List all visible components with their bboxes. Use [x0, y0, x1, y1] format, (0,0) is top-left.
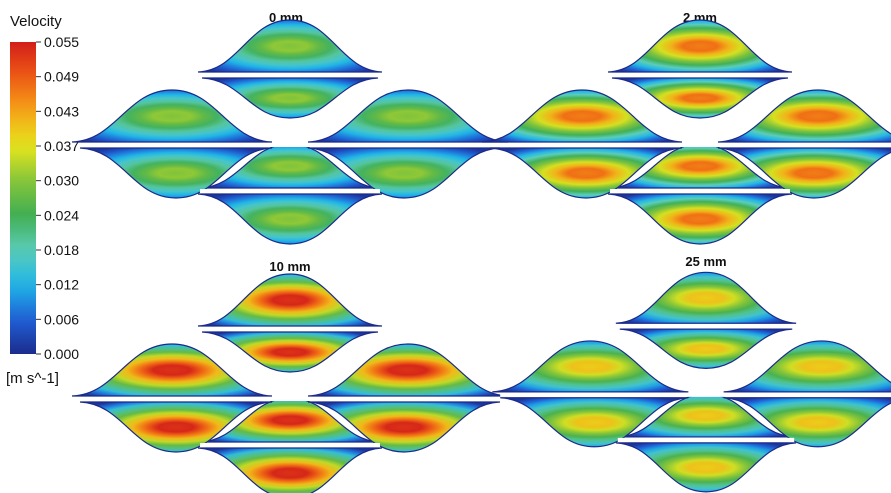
contour-lobe	[307, 343, 509, 397]
contour-lobe	[619, 328, 793, 369]
contour-lobes-0mm	[71, 19, 509, 245]
panel-2mm: 2 mm	[481, 10, 891, 245]
contour-lobe	[79, 147, 273, 199]
contour-lobe	[307, 147, 501, 199]
contour-lobe	[197, 273, 383, 327]
contour-lobe	[611, 77, 789, 119]
legend-title: Velocity	[10, 13, 62, 30]
contour-lobe	[492, 340, 689, 393]
contour-lobe	[481, 89, 683, 143]
contour-lobe	[201, 77, 379, 119]
contour-lobe	[489, 147, 683, 199]
legend-tick-label: 0.012	[44, 277, 79, 293]
legend-tick-label: 0.018	[44, 242, 79, 258]
panel-25mm: 25 mm	[492, 254, 891, 493]
contour-lobe	[201, 331, 379, 373]
contour-lobe	[615, 442, 797, 493]
legend-tick-label: 0.055	[44, 34, 79, 50]
contour-lobe	[197, 447, 383, 493]
contour-lobe	[197, 19, 383, 73]
contour-lobe	[717, 89, 891, 143]
contour-lobes-25mm	[492, 271, 891, 493]
legend-tick-label: 0.030	[44, 173, 79, 189]
contour-lobe	[723, 340, 891, 393]
legend-tick-label: 0.024	[44, 207, 79, 223]
contour-lobes-2mm	[481, 19, 891, 245]
contour-lobe	[307, 401, 501, 453]
contour-lobe	[717, 147, 891, 199]
contour-lobe	[197, 193, 383, 245]
contour-lobe	[615, 271, 797, 324]
contour-lobe	[607, 19, 793, 73]
panel-label-10mm: 10 mm	[269, 259, 310, 274]
contour-lobe	[307, 89, 509, 143]
contour-lobe	[500, 397, 689, 448]
legend-tick-label: 0.049	[44, 69, 79, 85]
legend-tick-label: 0.037	[44, 138, 79, 154]
panel-label-25mm: 25 mm	[685, 254, 726, 269]
contour-lobe	[71, 89, 273, 143]
legend-tick-label: 0.006	[44, 311, 79, 327]
contour-lobes-10mm	[71, 273, 509, 493]
panel-10mm: 10 mm	[71, 259, 509, 493]
color-legend: Velocity 0.0550.0490.0430.0370.0300.0240…	[6, 13, 79, 387]
contour-lobe	[723, 397, 891, 448]
legend-ticks: 0.055 0.049 0.043 0.037 0.030 0.024 0.018 0.012…	[36, 34, 79, 362]
contour-lobe	[71, 343, 273, 397]
legend-tick-label: 0.000	[44, 346, 79, 362]
legend-unit: [m s^-1]	[6, 370, 59, 387]
panel-0mm: 0 mm	[71, 10, 509, 245]
contour-lobe	[607, 193, 793, 245]
legend-tick-label: 0.043	[44, 103, 79, 119]
contour-lobe	[79, 401, 273, 453]
legend-colorbar	[10, 42, 36, 354]
